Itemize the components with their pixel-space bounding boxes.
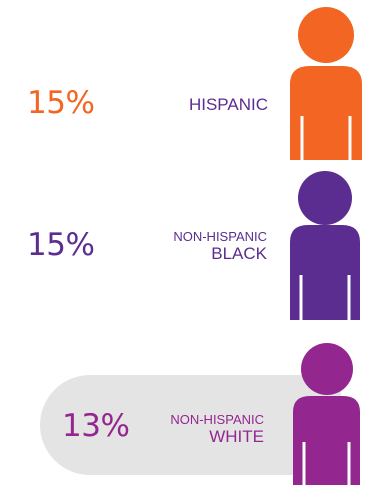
- person-icon: [270, 170, 380, 320]
- value-label-white: 13%: [62, 408, 130, 444]
- bar-row-hispanic: 15% HISPANIC: [0, 0, 381, 160]
- category-label-white: NON-HISPANIC WHITE: [170, 412, 264, 446]
- person-icon: [272, 342, 381, 485]
- value-label-hispanic: 15%: [27, 85, 95, 121]
- bar-non-hispanic-white: [40, 375, 341, 475]
- person-icon: [270, 4, 380, 160]
- category-label-hispanic: HISPANIC: [188, 95, 268, 114]
- bar-row-black: 15% NON-HISPANIC BLACK: [0, 160, 381, 320]
- category-label-black: NON-HISPANIC BLACK: [173, 229, 267, 263]
- value-label-black: 15%: [27, 227, 95, 263]
- bar-row-white: 13% NON-HISPANIC WHITE: [0, 320, 381, 485]
